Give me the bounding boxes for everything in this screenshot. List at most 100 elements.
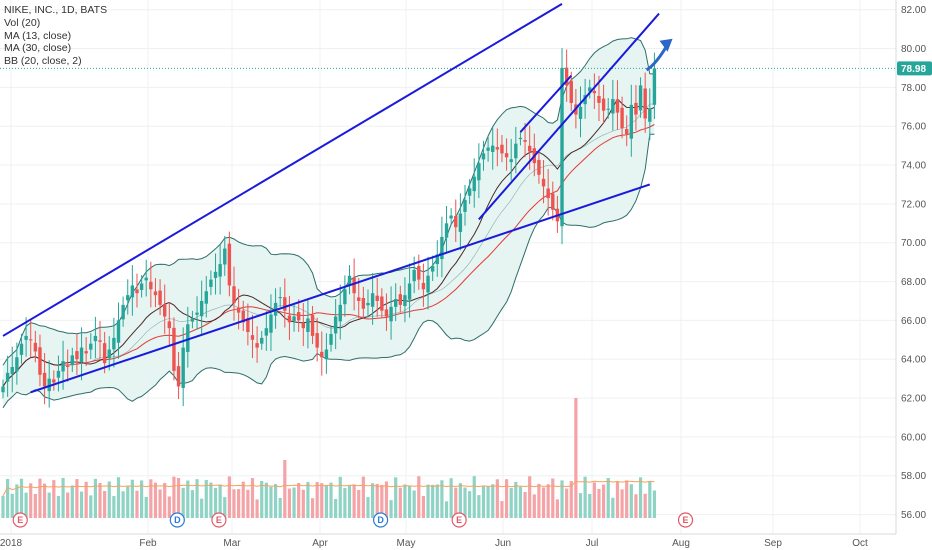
- price-axis[interactable]: 82.00 80.00 78.00 76.00 74.00 72.00 70.00 68.00…: [895, 0, 932, 534]
- candle-body: [578, 106, 583, 119]
- last-price-tag[interactable]: [897, 61, 932, 76]
- legend-bb[interactable]: BB (20, close, 2): [4, 55, 82, 68]
- volume-bar: [592, 482, 596, 518]
- candle-body: [79, 347, 84, 363]
- trendline[interactable]: [519, 75, 573, 133]
- candle-body: [172, 327, 176, 371]
- trendlines[interactable]: [2, 3, 673, 394]
- volume-bar: [47, 492, 51, 518]
- volume-bar: [514, 481, 518, 518]
- time-tick-label[interactable]: Feb: [139, 538, 157, 549]
- marker-label[interactable]: E: [216, 515, 222, 525]
- last-price-label[interactable]: 78.98: [901, 64, 926, 75]
- candle-body: [112, 337, 116, 350]
- time-tick-label[interactable]: Jun: [495, 538, 511, 549]
- price-tick-label[interactable]: 70.00: [901, 238, 926, 249]
- volume-bar: [66, 492, 70, 518]
- price-tick-label[interactable]: 66.00: [901, 316, 926, 327]
- dividend-marker[interactable]: [169, 512, 185, 528]
- candle-body: [232, 286, 236, 303]
- candle-body: [260, 337, 264, 344]
- arrow-head-icon[interactable]: [659, 38, 673, 52]
- volume-bar: [264, 482, 268, 518]
- price-axis-bg: [896, 0, 932, 534]
- candle-body: [380, 296, 384, 311]
- volume-bar: [195, 479, 199, 518]
- price-tick-label[interactable]: 68.00: [901, 277, 926, 288]
- candle-body: [569, 80, 573, 103]
- volume-bar: [417, 476, 421, 518]
- volume-bar: [643, 493, 647, 518]
- price-tick-label[interactable]: 58.00: [901, 471, 926, 482]
- volume-bar: [269, 486, 273, 518]
- candle-body: [458, 213, 463, 232]
- candle-body: [467, 188, 472, 196]
- dividend-marker[interactable]: [373, 512, 389, 528]
- marker-label[interactable]: E: [683, 515, 689, 525]
- candle-body: [588, 87, 592, 92]
- earnings-marker[interactable]: [677, 512, 694, 528]
- volume-bar: [38, 478, 42, 518]
- earnings-marker[interactable]: [12, 512, 28, 528]
- trendline[interactable]: [2, 3, 563, 337]
- volume-bar: [260, 480, 264, 518]
- price-tick-label[interactable]: 76.00: [901, 122, 926, 133]
- volume-bar: [33, 493, 37, 518]
- earnings-marker[interactable]: [211, 512, 227, 528]
- volume-bar: [394, 477, 398, 518]
- volume-bar: [241, 481, 245, 518]
- candle-body: [541, 178, 546, 187]
- candle-body: [42, 372, 47, 387]
- time-tick-label[interactable]: Jul: [586, 538, 599, 549]
- marker-label[interactable]: D: [377, 515, 384, 525]
- price-tick-label[interactable]: 62.00: [901, 394, 926, 405]
- price-tick-label[interactable]: 60.00: [901, 432, 926, 443]
- price-tick-label[interactable]: 78.00: [901, 83, 926, 94]
- candle-body: [546, 188, 550, 199]
- marker-label[interactable]: E: [17, 515, 23, 525]
- volume-bar: [70, 485, 74, 518]
- volume-bar: [615, 481, 620, 518]
- volume-bar: [523, 492, 527, 518]
- bb-upper-line: [2, 37, 655, 366]
- time-tick-label[interactable]: Oct: [852, 538, 868, 549]
- marker-label[interactable]: E: [456, 515, 462, 525]
- trendline[interactable]: [478, 12, 660, 221]
- candle-body: [601, 98, 606, 111]
- time-tick-label[interactable]: 2018: [0, 538, 23, 549]
- price-tick-label[interactable]: 72.00: [901, 199, 926, 210]
- price-tick-label[interactable]: 56.00: [901, 510, 926, 521]
- candle-body: [209, 279, 213, 287]
- volume-bar: [578, 493, 583, 518]
- legend-volume[interactable]: Vol (20): [4, 16, 41, 29]
- time-tick-label[interactable]: Mar: [223, 538, 241, 549]
- price-tick-label[interactable]: 74.00: [901, 161, 926, 172]
- candle-body: [652, 68, 657, 105]
- time-tick-label[interactable]: Aug: [672, 538, 690, 549]
- price-tick-label[interactable]: 82.00: [901, 5, 926, 16]
- price-tick-label[interactable]: 80.00: [901, 44, 926, 55]
- volume-ma-line: [2, 480, 655, 497]
- ma30-line: [2, 124, 655, 387]
- earnings-marker[interactable]: [451, 512, 467, 528]
- price-tick-label[interactable]: 64.00: [901, 355, 926, 366]
- time-tick-label[interactable]: May: [397, 538, 416, 549]
- candle-body: [495, 147, 500, 150]
- time-axis[interactable]: 2018 Feb Mar Apr May Jun Jul Aug Sep Oct: [0, 533, 932, 550]
- time-tick-label[interactable]: Sep: [764, 538, 782, 549]
- candle-body: [116, 320, 121, 343]
- marker-label[interactable]: D: [174, 515, 181, 525]
- candle-body: [648, 108, 652, 122]
- volume-bar: [10, 493, 14, 518]
- trendline[interactable]: [30, 183, 651, 394]
- candle-body: [394, 299, 398, 307]
- candle-body: [527, 145, 532, 152]
- time-tick-label[interactable]: Apr: [312, 538, 328, 549]
- candle-body: [403, 295, 407, 307]
- volume-bar: [144, 497, 148, 518]
- legend-ma30[interactable]: MA (30, close): [4, 42, 72, 55]
- legend-symbol[interactable]: NIKE, INC., 1D, BATS: [4, 4, 108, 16]
- legend-ma13[interactable]: MA (13, close): [4, 29, 72, 42]
